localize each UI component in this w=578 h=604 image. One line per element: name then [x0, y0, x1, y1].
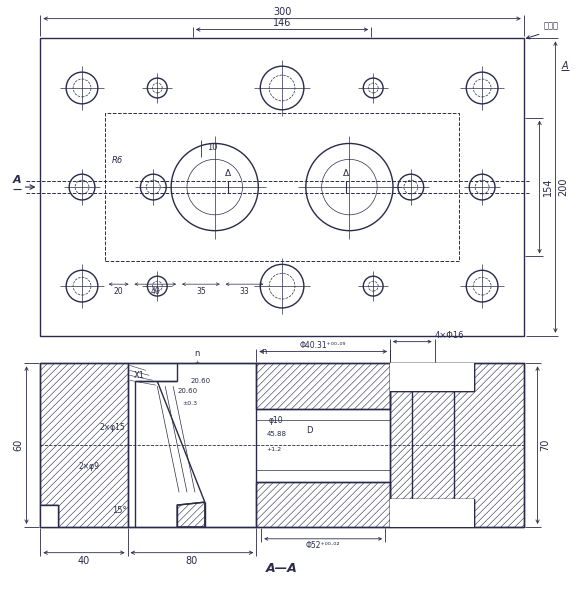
Text: 80: 80: [186, 556, 198, 565]
Text: 40: 40: [150, 287, 160, 296]
Bar: [40, 505, 58, 527]
Bar: [435, 364, 474, 391]
Text: 20.60: 20.60: [177, 388, 197, 394]
Text: A: A: [562, 61, 569, 71]
Text: 45.88: 45.88: [266, 431, 286, 437]
Bar: [390, 364, 435, 391]
Text: n: n: [261, 347, 266, 356]
Text: 40: 40: [78, 556, 90, 565]
Text: 35: 35: [196, 287, 206, 296]
Bar: [40, 39, 524, 336]
Text: ±0.3: ±0.3: [182, 401, 197, 406]
Text: 2×φ9: 2×φ9: [78, 463, 99, 472]
Text: 10: 10: [207, 143, 217, 152]
Text: Φ40.31⁺⁰⁰·⁰⁹: Φ40.31⁺⁰⁰·⁰⁹: [300, 341, 346, 350]
Text: 2×φ15: 2×φ15: [100, 423, 125, 432]
Bar: [40, 364, 524, 527]
Bar: [390, 499, 435, 527]
Text: 200: 200: [558, 178, 568, 196]
Text: n: n: [194, 350, 199, 359]
Text: +: +: [195, 361, 199, 365]
Text: D: D: [306, 426, 312, 435]
Bar: [435, 499, 474, 527]
Text: 4×Φ16: 4×Φ16: [435, 330, 464, 339]
Text: 154: 154: [543, 178, 553, 196]
Text: 60: 60: [13, 439, 24, 451]
Text: 300: 300: [273, 7, 291, 17]
Text: 20.60: 20.60: [191, 378, 211, 384]
Text: 15°: 15°: [112, 506, 127, 515]
Text: Φ52⁺⁰⁰·⁰²: Φ52⁺⁰⁰·⁰²: [306, 541, 340, 550]
Text: φ10: φ10: [268, 416, 283, 425]
Text: Δ: Δ: [224, 169, 231, 178]
Text: 基准角: 基准角: [543, 22, 558, 31]
Text: X1: X1: [134, 371, 145, 381]
Text: 146: 146: [273, 18, 291, 28]
Text: R6: R6: [112, 156, 123, 165]
Text: Δ: Δ: [343, 169, 350, 178]
Text: 20: 20: [114, 287, 124, 296]
Text: 70: 70: [540, 439, 551, 451]
Text: A—A: A—A: [266, 562, 298, 575]
Text: +1.2: +1.2: [266, 447, 281, 452]
Text: A: A: [12, 175, 21, 185]
Text: 33: 33: [239, 287, 249, 296]
